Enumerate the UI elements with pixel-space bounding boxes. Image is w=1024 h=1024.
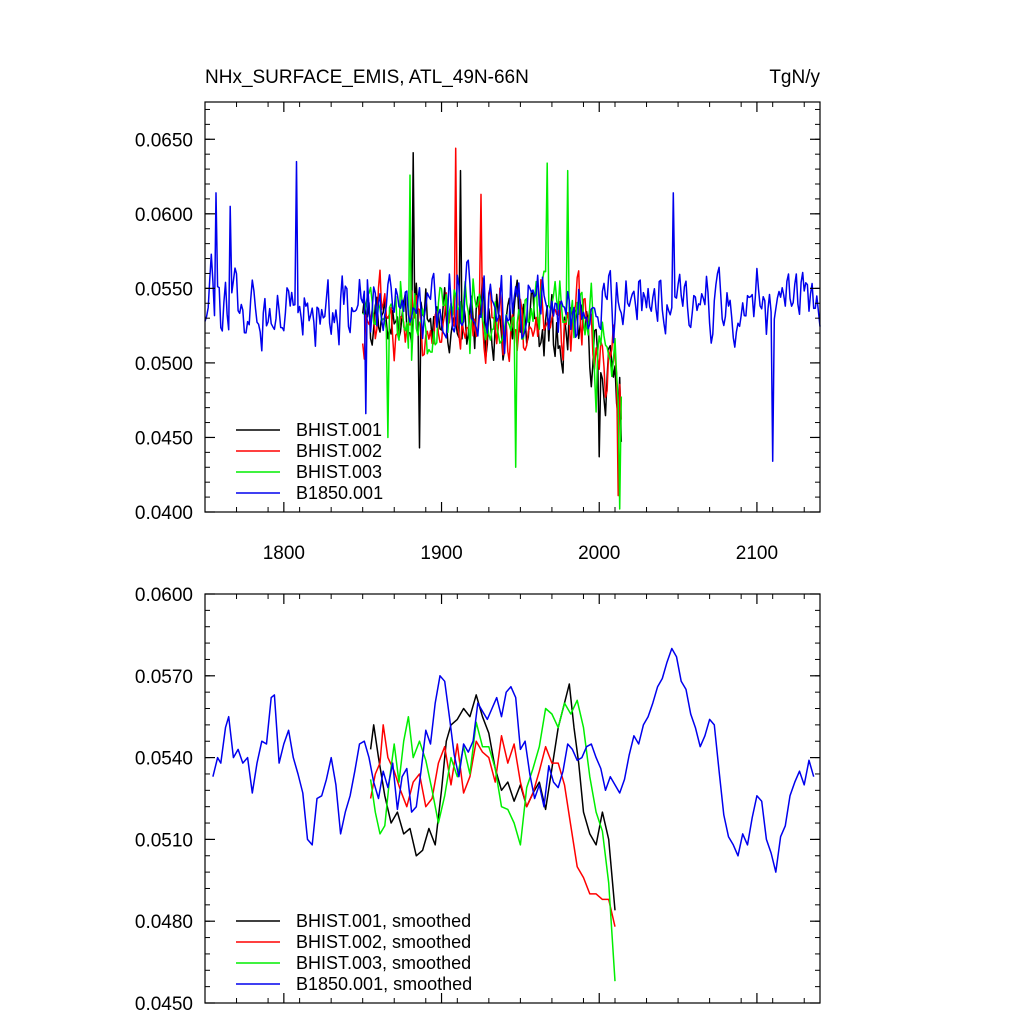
y-tick-label: 0.0540 [135,749,193,770]
legend-label-2: BHIST.003, smoothed [296,953,471,973]
top-panel-axes: 0.0400 0.0450 0.0500 0.0550 0.0600 0.0650 1800… [135,101,821,564]
plot-frame [204,101,821,513]
legend-label-1: BHIST.002 [296,441,382,461]
y-tick-label: 0.0480 [135,912,193,933]
y-tick-label: 0.0400 [135,503,193,524]
x-tick-label: 2100 [736,543,778,564]
top-panel-units: TgN/y [769,67,820,88]
x-tick-label: 2000 [578,543,620,564]
x-tick-label: 1800 [263,543,305,564]
series-line-2 [369,699,616,982]
y-tick-label: 0.0500 [135,354,193,375]
y-tick-label: 0.0550 [135,279,193,300]
legend-label-2: BHIST.003 [296,462,382,482]
series-line-1 [361,147,623,497]
y-tick-label: 0.0600 [135,585,193,606]
series-line-3 [212,647,815,873]
legend-label-0: BHIST.001 [296,420,382,440]
legend-label-1: BHIST.002, smoothed [296,932,471,952]
bottom-panel: 0.0450 0.0480 0.0510 0.0540 0.0570 0.0600 BHI… [135,585,821,1015]
y-tick-label: 0.0570 [135,667,193,688]
top-panel: NHx_SURFACE_EMIS, ATL_49N-66N TgN/y 0.04… [135,67,821,564]
top-panel-title: NHx_SURFACE_EMIS, ATL_49N-66N [205,67,529,88]
y-tick-label: 0.0450 [135,428,193,449]
top-panel-series-lines [204,147,821,510]
bottom-panel-series-lines [212,647,815,982]
plot-frame [204,593,821,1004]
legend-label-3: B1850.001 [296,483,383,503]
bottom-panel-axes: 0.0450 0.0480 0.0510 0.0540 0.0570 0.0600 [135,585,821,1015]
y-tick-label: 0.0450 [135,994,193,1015]
legend-label-0: BHIST.001, smoothed [296,911,471,931]
series-line-0 [361,151,623,458]
series-line-1 [369,724,616,927]
series-line-3 [204,160,821,463]
y-tick-label: 0.0650 [135,130,193,151]
y-tick-label: 0.0600 [135,205,193,226]
legend-label-3: B1850.001, smoothed [296,974,472,994]
x-tick-label: 1900 [420,543,462,564]
y-tick-label: 0.0510 [135,830,193,851]
series-line-0 [369,683,616,911]
